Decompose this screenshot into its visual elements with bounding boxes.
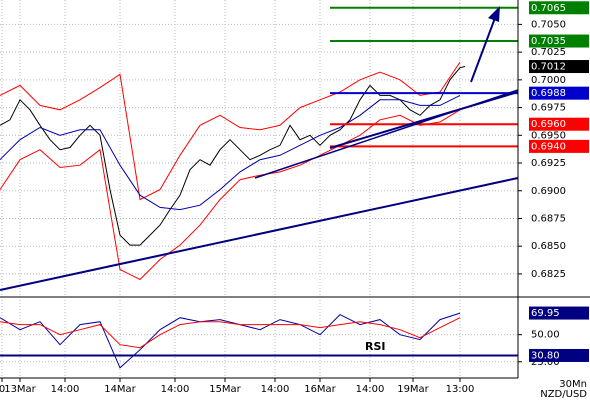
series-line xyxy=(0,94,461,211)
series-line xyxy=(0,61,461,201)
y-tick-label: 0.6900 xyxy=(531,186,566,197)
x-tick-label: 14:00 xyxy=(261,384,290,395)
level-label-box xyxy=(529,139,589,153)
x-tick-label: 0 xyxy=(0,384,5,395)
level-label-box xyxy=(529,117,589,131)
y-tick-label: 50.00 xyxy=(531,330,560,341)
level-label-box xyxy=(529,348,589,362)
x-tick-label: 15Mar xyxy=(209,384,241,395)
x-tick-label: 14:00 xyxy=(356,384,385,395)
level-label-box xyxy=(529,1,589,15)
level-label: 0.7035 xyxy=(531,36,566,47)
symbol: NZD/USD xyxy=(540,389,587,400)
x-tick-label: 14:00 xyxy=(161,384,190,395)
y-tick-label: 0.6850 xyxy=(531,241,566,252)
level-label-box xyxy=(529,34,589,48)
y-tick-label: 0.6875 xyxy=(531,213,566,224)
series-line xyxy=(0,66,466,246)
x-tick-label: 19Mar xyxy=(397,384,429,395)
trend-line xyxy=(329,91,519,149)
level-label: 0.6988 xyxy=(531,88,566,99)
trend-line xyxy=(0,177,519,291)
level-label: 0.6940 xyxy=(531,141,566,152)
y-tick-label: 25.00 xyxy=(531,357,560,368)
series-line xyxy=(0,312,461,369)
panel-title: RSI xyxy=(365,340,386,353)
y-tick-label: 0.7025 xyxy=(531,47,566,58)
level-label: 0.7012 xyxy=(531,62,566,73)
level-label: 30.80 xyxy=(531,350,560,361)
timeframe: 30Mn xyxy=(559,379,587,390)
level-label: 0.7065 xyxy=(531,3,566,14)
plot xyxy=(0,6,518,369)
series-line xyxy=(0,109,461,281)
arrow-head xyxy=(488,6,500,22)
y-tick-label: 0.7000 xyxy=(531,75,566,86)
x-tick-label: 14:00 xyxy=(51,384,80,395)
y-tick-label: 0.6975 xyxy=(531,103,566,114)
y-tick-label: 0.7050 xyxy=(531,19,566,30)
x-tick-label: 13:00 xyxy=(446,384,475,395)
level-label-box xyxy=(529,306,589,320)
level-label: 69.95 xyxy=(531,308,560,319)
y-tick-label: 0.6925 xyxy=(531,158,566,169)
x-tick-label: 14Mar xyxy=(104,384,136,395)
y-tick-label: 0.6950 xyxy=(531,130,566,141)
level-label-box xyxy=(529,86,589,100)
level-label-box xyxy=(529,60,589,74)
x-tick-label: 16Mar xyxy=(304,384,336,395)
arrow xyxy=(470,17,496,83)
series-line xyxy=(0,317,461,349)
x-tick-label: 13Mar xyxy=(4,384,36,395)
level-label: 0.6960 xyxy=(531,119,566,130)
y-tick-label: 0.6825 xyxy=(531,269,566,280)
